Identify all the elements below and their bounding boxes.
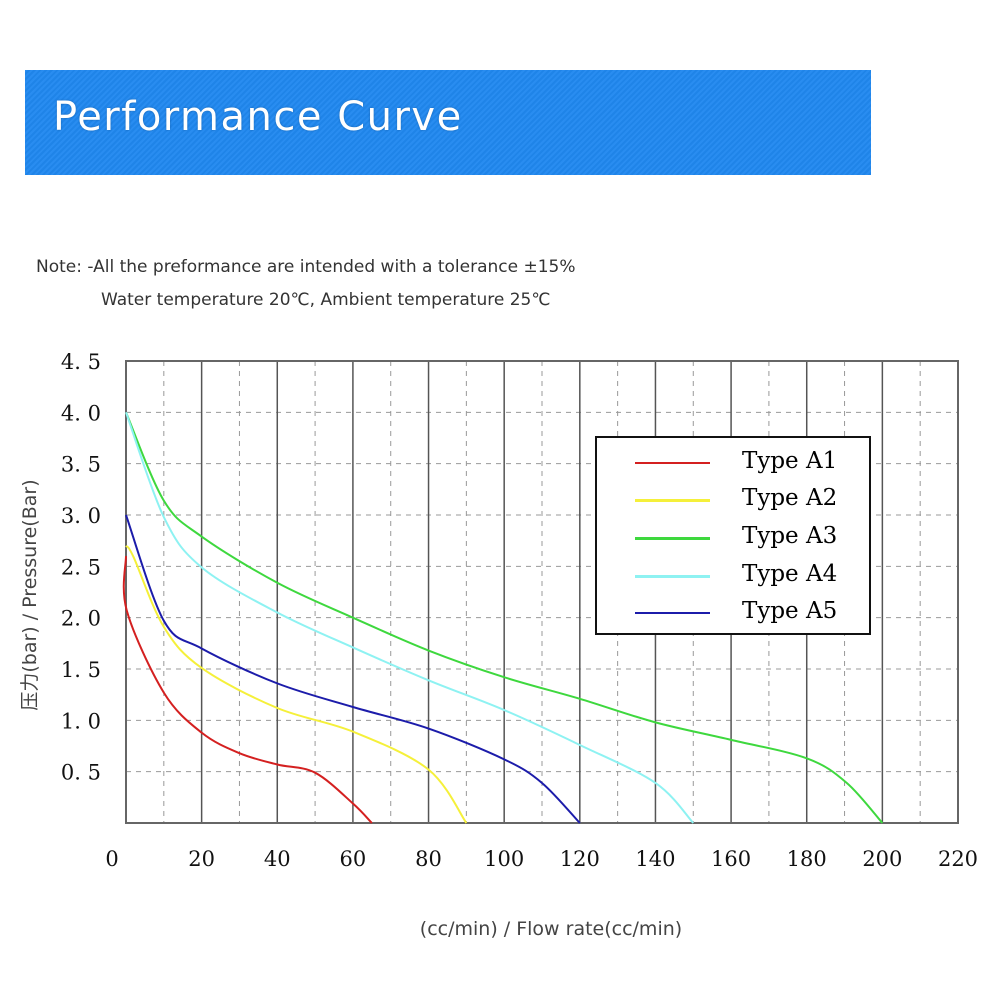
x-tick-label: 200 (862, 847, 902, 871)
x-tick-label: 100 (484, 847, 524, 871)
curves (122, 411, 884, 824)
x-tick-label: 80 (415, 847, 442, 871)
x-tick-label: 20 (188, 847, 215, 871)
legend-item-a3: Type A3 (635, 523, 865, 553)
x-tick-label: 180 (787, 847, 827, 871)
y-tick-label: 4. 0 (61, 401, 101, 425)
y-tick-label: 2. 5 (61, 555, 101, 579)
y-tick-label: 3. 0 (61, 504, 101, 528)
y-tick-label: 1. 0 (61, 709, 101, 733)
y-tick-label: 1. 5 (61, 658, 101, 682)
legend-swatch (635, 462, 710, 464)
legend-label: Type A3 (742, 523, 838, 549)
y-tick-label: 3. 5 (61, 453, 101, 477)
legend-swatch (635, 575, 710, 578)
legend-swatch (635, 537, 710, 540)
legend-item-a1: Type A1 (635, 448, 865, 478)
title-banner: Performance Curve (25, 70, 871, 175)
legend-item-a4: Type A4 (635, 561, 865, 591)
legend-label: Type A1 (742, 448, 838, 474)
x-tick-label: 40 (264, 847, 291, 871)
y-axis-label: 压力(bar) / Pressure(Bar) (19, 479, 41, 710)
note-temperature: Water temperature 20℃, Ambient temperatu… (101, 290, 551, 310)
y-tick-label: 4. 5 (61, 350, 101, 374)
tick-labels: 0 20 40 60 80 100 120 140 160 180 200 220 0. 5 1. 0 1.… (61, 350, 978, 871)
legend-swatch (635, 499, 710, 502)
series-line-type-a1 (122, 556, 373, 824)
page-title: Performance Curve (53, 94, 463, 140)
legend-label: Type A2 (742, 485, 838, 511)
legend-item-a2: Type A2 (635, 485, 865, 515)
legend-label: Type A5 (742, 598, 838, 624)
series-line-type-a4 (125, 411, 695, 824)
plot-frame (125, 360, 959, 824)
x-axis-label: (cc/min) / Flow rate(cc/min) (420, 918, 682, 940)
x-tick-label: 60 (340, 847, 367, 871)
series-line-type-a2 (125, 545, 468, 824)
legend-swatch (635, 612, 710, 614)
series-line-type-a5 (125, 514, 581, 824)
y-tick-label: 2. 0 (61, 607, 101, 631)
legend: Type A1 Type A2 Type A3 Type A4 Type A5 (595, 436, 871, 635)
x-tick-label: 140 (635, 847, 675, 871)
y-tick-label: 0. 5 (61, 761, 101, 785)
x-tick-label: 160 (711, 847, 751, 871)
x-tick-label: 220 (938, 847, 978, 871)
x-tick-label: 0 (105, 847, 118, 871)
legend-label: Type A4 (742, 561, 838, 587)
x-tick-label: 120 (560, 847, 600, 871)
note-tolerance: Note: -All the preformance are intended … (36, 257, 576, 277)
legend-item-a5: Type A5 (635, 598, 865, 628)
series-line-type-a3 (125, 411, 884, 824)
